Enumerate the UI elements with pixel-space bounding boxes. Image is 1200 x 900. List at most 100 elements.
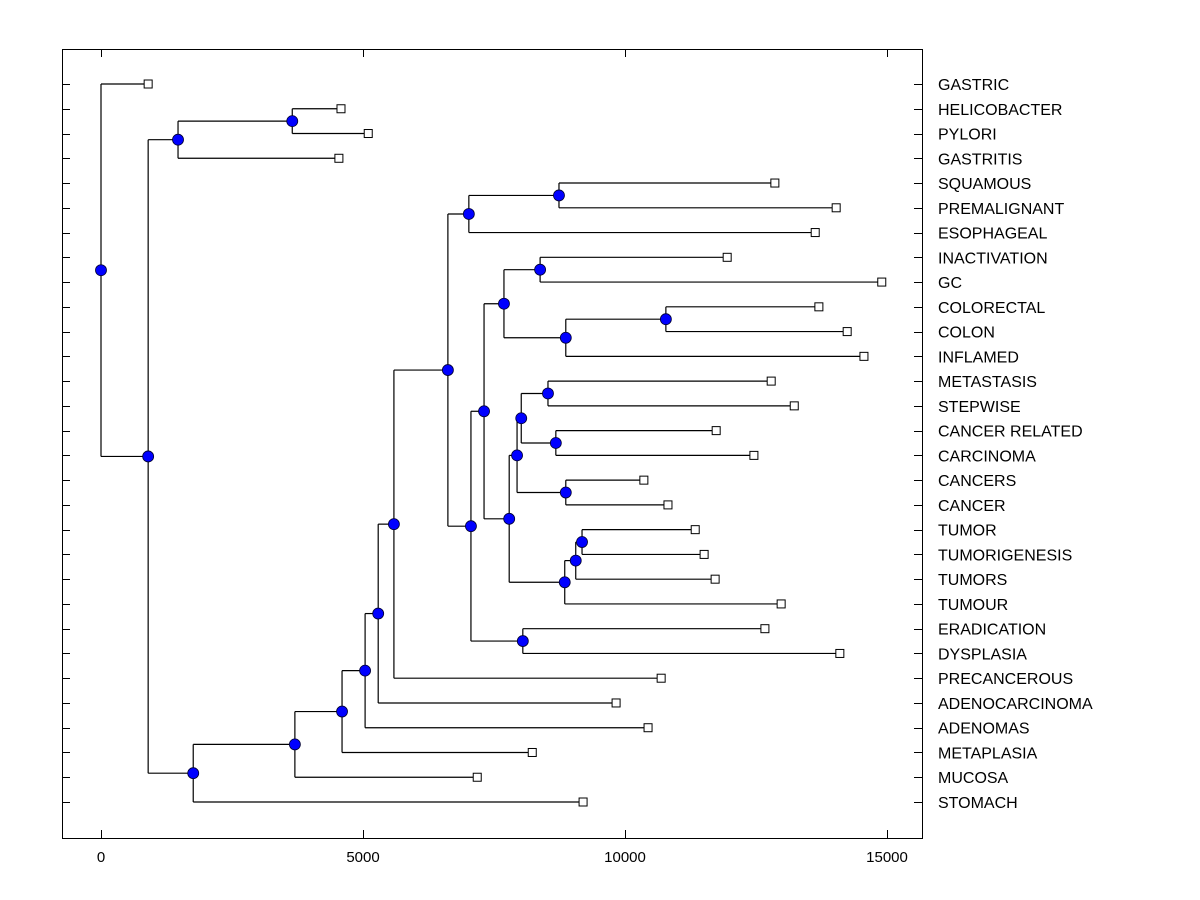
internal-node-marker — [187, 767, 200, 780]
axis-ticks — [62, 49, 922, 838]
tree-links — [100, 83, 882, 803]
internal-node-marker — [465, 520, 477, 533]
leaf-label: SQUAMOUS — [938, 176, 1031, 193]
leaf-marker — [766, 376, 776, 386]
leaf-label: METAPLASIA — [938, 745, 1038, 762]
leaf-label: METASTASIS — [938, 374, 1037, 391]
internal-node-marker — [441, 364, 454, 376]
leaf-marker — [760, 624, 770, 634]
leaf-marker — [699, 549, 709, 559]
leaf-label: COLORECTAL — [938, 300, 1045, 317]
internal-node-marker — [569, 554, 582, 567]
internal-node-marker — [542, 387, 554, 400]
internal-node-marker — [558, 576, 571, 589]
leaf-label: CARCINOMA — [938, 448, 1036, 465]
leaf-label: TUMORS — [938, 572, 1007, 589]
leaf-marker — [639, 475, 649, 485]
leaf-marker — [643, 723, 653, 733]
leaf-label: ERADICATION — [938, 622, 1046, 639]
internal-node-marker — [515, 412, 528, 425]
leaf-marker — [722, 252, 732, 262]
leaf-label: GASTRITIS — [938, 151, 1022, 168]
leaf-label: CANCER — [938, 498, 1006, 515]
internal-node-marker — [553, 189, 565, 202]
leaf-label: PYLORI — [938, 127, 997, 144]
x-tick-label: 5000 — [346, 849, 379, 866]
internal-node-marker — [372, 607, 385, 620]
leaf-marker — [710, 574, 720, 584]
leaf-labels: GASTRIC HELICOBACTER PYLORI GASTRITIS SQUAMO… — [938, 77, 1093, 812]
leaf-marker — [810, 228, 820, 238]
leaf-label: STOMACH — [938, 795, 1018, 812]
internal-node-marker — [462, 208, 475, 220]
leaf-label: DYSPLASIA — [938, 646, 1027, 663]
leaf-label: GC — [938, 275, 962, 292]
leaf-marker — [472, 772, 482, 782]
leaf-label: GASTRIC — [938, 77, 1009, 94]
leaf-marker — [814, 302, 824, 312]
x-axis-tick-labels: 0 5000 10000 15000 — [97, 849, 908, 866]
internal-node-marker — [336, 705, 348, 718]
internal-node-marker — [576, 536, 588, 548]
leaf-marker — [336, 104, 346, 114]
internal-node-marker — [516, 635, 529, 647]
internal-node-marker — [498, 297, 510, 310]
leaf-marker — [711, 426, 721, 436]
leaf-label: TUMOUR — [938, 597, 1008, 614]
leaf-marker — [835, 648, 845, 658]
tree-leaves — [143, 79, 887, 807]
leaf-marker — [527, 747, 537, 757]
leaf-marker — [143, 79, 153, 89]
leaf-marker — [859, 351, 869, 361]
leaf-label: TUMOR — [938, 523, 997, 540]
leaf-marker — [363, 129, 373, 139]
internal-node-marker — [142, 450, 155, 463]
leaf-marker — [842, 327, 852, 337]
internal-node-marker — [503, 512, 516, 525]
leaf-label: HELICOBACTER — [938, 102, 1062, 119]
leaf-label: ADENOCARCINOMA — [938, 696, 1093, 713]
internal-node-marker — [534, 263, 547, 276]
internal-node-marker — [172, 133, 184, 146]
leaf-label: CANCERS — [938, 473, 1016, 490]
internal-node-marker — [549, 437, 562, 449]
leaf-label: PREMALIGNANT — [938, 201, 1064, 218]
leaf-marker — [831, 203, 841, 213]
internal-node-marker — [359, 664, 371, 677]
internal-node-marker — [288, 738, 301, 751]
leaf-marker — [690, 525, 700, 535]
internal-node-marker — [559, 331, 572, 344]
internal-node-marker — [559, 486, 572, 499]
leaf-label: COLON — [938, 325, 995, 342]
leaf-label: INFLAMED — [938, 349, 1019, 366]
leaf-marker — [334, 153, 344, 163]
leaf-label: CANCER RELATED — [938, 424, 1083, 441]
leaf-marker — [776, 599, 786, 609]
leaf-label: INACTIVATION — [938, 250, 1048, 267]
internal-node-marker — [478, 405, 490, 418]
internal-node-marker — [511, 449, 523, 462]
x-tick-label: 0 — [97, 849, 105, 866]
leaf-label: ESOPHAGEAL — [938, 226, 1047, 243]
leaf-label: STEPWISE — [938, 399, 1021, 416]
leaf-marker — [877, 277, 887, 287]
internal-node-marker — [95, 264, 107, 277]
leaf-marker — [611, 698, 621, 708]
internal-node-marker — [659, 313, 672, 326]
plot-frame — [62, 49, 923, 839]
leaf-label: TUMORIGENESIS — [938, 547, 1072, 564]
x-tick-label: 15000 — [866, 849, 908, 866]
internal-node-marker — [286, 115, 299, 128]
leaf-marker — [789, 401, 799, 411]
leaf-label: PRECANCEROUS — [938, 671, 1073, 688]
internal-node-marker — [388, 518, 400, 531]
leaf-label: MUCOSA — [938, 770, 1009, 787]
leaf-marker — [749, 450, 759, 460]
x-tick-label: 10000 — [604, 849, 646, 866]
leaf-marker — [770, 178, 780, 188]
leaf-marker — [656, 673, 666, 683]
leaf-label: ADENOMAS — [938, 721, 1030, 738]
leaf-marker — [663, 500, 673, 510]
tree-nodes — [95, 115, 672, 780]
